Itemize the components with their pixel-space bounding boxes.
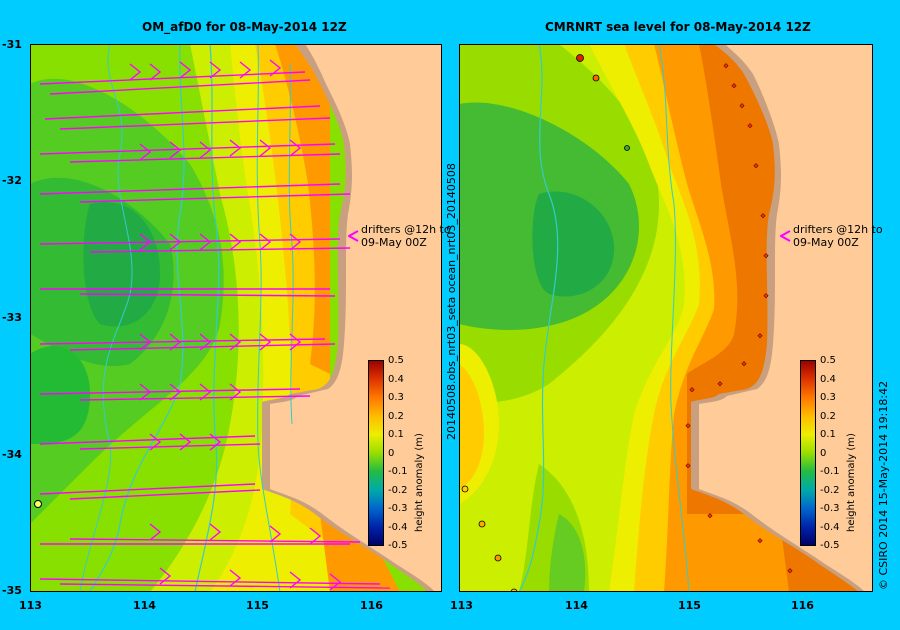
right-map-title: CMRNRT sea level for 08-May-2014 12Z [545, 20, 811, 34]
colorbar-label: -0.2 [820, 485, 840, 496]
colorbar-label: 0.5 [820, 355, 836, 366]
colorbar-label: -0.5 [820, 540, 840, 551]
x-tick-label: 116 [791, 599, 814, 612]
credit-label: © CSIRO 2014 15-May-2014 19:18:42 [877, 380, 890, 590]
colorbar-label: 0 [820, 448, 827, 459]
y-tick-label: -34 [2, 448, 22, 461]
colorbar-label: 0 [388, 448, 395, 459]
colorbar-label: 0.4 [820, 374, 836, 385]
colorbar-label: -0.5 [388, 540, 408, 551]
x-tick-label: 113 [19, 599, 42, 612]
colorbar-label: -0.1 [388, 466, 408, 477]
colorbar-label: 0.1 [820, 429, 836, 440]
drifter-label-line1: drifters @12h to [793, 223, 883, 236]
y-tick-label: -31 [2, 38, 22, 51]
colorbar-label: -0.3 [388, 503, 408, 514]
x-tick-label: 116 [360, 599, 383, 612]
land [699, 44, 873, 592]
colorbar-label: -0.2 [388, 485, 408, 496]
left-map-title: OM_afD0 for 08-May-2014 12Z [142, 20, 347, 34]
station-marker [34, 500, 42, 508]
land [270, 44, 442, 592]
run-id-label: 20140508.obs_nrt03_seta ocean_nrt03_2014… [445, 163, 458, 440]
colorbar-label: 0.1 [388, 429, 404, 440]
x-tick-label: 115 [246, 599, 269, 612]
colorbar-title: height anomaly (m) [414, 433, 425, 532]
colorbar-title: height anomaly (m) [846, 433, 857, 532]
drifter-arrow-icon [348, 230, 359, 242]
right-colorbar [800, 360, 816, 546]
colorbar-label: -0.4 [388, 522, 408, 533]
y-tick-label: -35 [2, 584, 22, 597]
colorbar-label: -0.1 [820, 466, 840, 477]
x-tick-label: 115 [678, 599, 701, 612]
colorbar-label: 0.2 [820, 411, 836, 422]
left-map [30, 44, 442, 592]
tide-gauge-markers [461, 54, 630, 592]
drifter-arrows [39, 59, 391, 591]
drifter-label-line1: drifters @12h to [361, 223, 451, 236]
x-tick-label: 114 [133, 599, 156, 612]
left-colorbar [368, 360, 384, 546]
colorbar-label: 0.4 [388, 374, 404, 385]
drifter-label-line2: 09-May 00Z [361, 236, 427, 249]
colorbar-label: 0.3 [388, 392, 404, 403]
colorbar-label: -0.4 [820, 522, 840, 533]
drifter-label-line2: 09-May 00Z [793, 236, 859, 249]
y-tick-label: -33 [2, 311, 22, 324]
colorbar-label: 0.2 [388, 411, 404, 422]
x-tick-label: 113 [450, 599, 473, 612]
colorbar-label: 0.3 [820, 392, 836, 403]
colorbar-label: -0.3 [820, 503, 840, 514]
colorbar-label: 0.5 [388, 355, 404, 366]
drifter-arrow-icon [780, 230, 791, 242]
y-tick-label: -32 [2, 174, 22, 187]
isobath-line [518, 44, 559, 592]
x-tick-label: 114 [565, 599, 588, 612]
